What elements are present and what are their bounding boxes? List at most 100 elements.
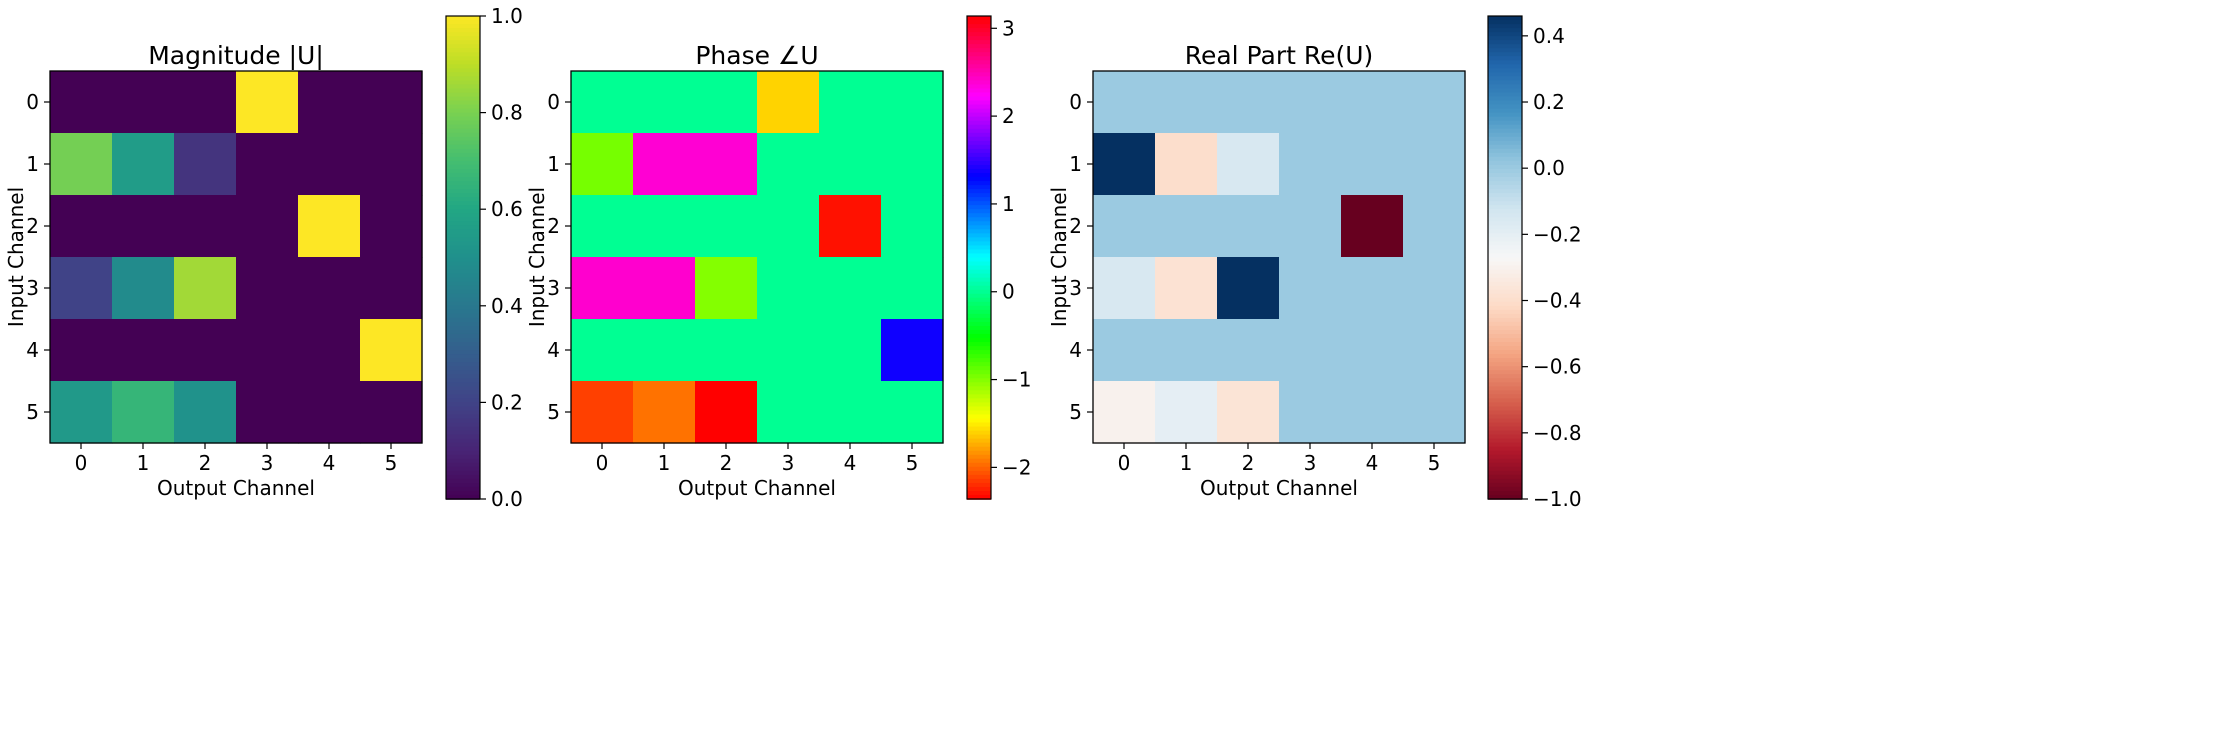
- colorbar-segment: [446, 390, 480, 396]
- colorbar-segment: [1488, 168, 1522, 174]
- colorbar-segment: [1488, 152, 1522, 158]
- colorbar-segment: [1488, 88, 1522, 94]
- colorbar-segment: [446, 24, 480, 29]
- colorbar-segment: [446, 245, 480, 251]
- heatmap-cell-r1-c1: [1155, 133, 1218, 196]
- colorbar-segment: [967, 136, 991, 142]
- heatmap-cell-r1-c4: [819, 133, 882, 196]
- colorbar-segment: [446, 213, 480, 219]
- colorbar-segment: [967, 140, 991, 146]
- colorbar-segment: [446, 237, 480, 243]
- heatmap-cell-r0-c5: [881, 71, 944, 134]
- heatmap-cell-r0-c0: [1093, 71, 1156, 134]
- colorbar-segment: [967, 28, 991, 33]
- colorbar-segment: [1488, 128, 1522, 134]
- colorbar-segment: [446, 217, 480, 223]
- colorbar-segment: [446, 333, 480, 339]
- colorbar-segment: [446, 342, 480, 347]
- colorbar-segment: [967, 80, 991, 86]
- colorbar-segment: [1488, 486, 1522, 492]
- colorbar-segment: [967, 418, 991, 424]
- heatmap-cell-r4-c3: [1279, 319, 1342, 382]
- colorbar-segment: [1488, 378, 1522, 384]
- colorbar-segment: [446, 410, 480, 416]
- colorbar-segment: [446, 32, 480, 37]
- colorbar-tick-label: 0.0: [1533, 156, 1565, 180]
- heatmap-cell-r0-c2: [174, 71, 237, 134]
- colorbar-segment: [1488, 189, 1522, 194]
- colorbar-segment: [1488, 44, 1522, 49]
- heatmap-cell-r3-c3: [757, 257, 820, 320]
- heatmap-cell-r3-c4: [819, 257, 882, 320]
- colorbar-tick-label: 0.0: [491, 487, 523, 511]
- colorbar-segment: [446, 249, 480, 255]
- heatmap-cells: [571, 71, 944, 444]
- colorbar-segment: [967, 406, 991, 412]
- colorbar-segment: [1488, 301, 1522, 307]
- colorbar-segment: [967, 132, 991, 138]
- colorbar-segment: [446, 68, 480, 74]
- colorbar-segment: [967, 92, 991, 98]
- heatmap-cell-r5-c2: [1217, 381, 1280, 444]
- colorbar-segment: [1488, 273, 1522, 279]
- colorbar-segment: [446, 164, 480, 170]
- heatmap-cell-r0-c1: [1155, 71, 1218, 134]
- colorbar-segment: [967, 164, 991, 170]
- colorbar-tick-label: 0.8: [491, 101, 523, 125]
- y-tick-label: 2: [26, 214, 39, 238]
- colorbar-segment: [967, 402, 991, 408]
- heatmap-cell-r2-c3: [757, 195, 820, 258]
- y-tick-label: 1: [547, 152, 560, 176]
- colorbar-segment: [967, 309, 991, 315]
- colorbar-segment: [1488, 148, 1522, 154]
- colorbar-segment: [446, 446, 480, 452]
- heatmap-cell-r1-c3: [236, 133, 299, 196]
- colorbar-segment: [446, 450, 480, 456]
- heatmap-cell-r1-c5: [360, 133, 423, 196]
- colorbar-segment: [1488, 245, 1522, 251]
- heatmap-cell-r4-c3: [757, 319, 820, 382]
- heatmap-cell-r3-c0: [1093, 257, 1156, 320]
- colorbar-segment: [446, 209, 480, 215]
- colorbar-segment: [967, 386, 991, 392]
- colorbar-segment: [1488, 478, 1522, 484]
- colorbar-frame: [445, 15, 481, 500]
- heatmap-cell-r5-c0: [571, 381, 634, 444]
- colorbar-segment: [1488, 48, 1522, 54]
- colorbar-segment: [1488, 132, 1522, 138]
- colorbar-segment: [1488, 338, 1522, 343]
- colorbar-segment: [446, 458, 480, 464]
- colorbar-segment: [967, 108, 991, 114]
- x-tick-label: 1: [1180, 451, 1193, 475]
- colorbar-segment: [1488, 164, 1522, 170]
- y-tick-label: 0: [547, 90, 560, 114]
- colorbar-segment: [967, 366, 991, 371]
- colorbar-segment: [1488, 32, 1522, 37]
- colorbar-segment: [1488, 253, 1522, 259]
- colorbar-segment: [1488, 120, 1522, 126]
- colorbar-segment: [446, 374, 480, 380]
- heatmap-cell-r2-c2: [1217, 195, 1280, 258]
- panel-title: Real Part Re(U): [1185, 41, 1374, 70]
- colorbar-segment: [1488, 124, 1522, 130]
- colorbar-segment: [967, 446, 991, 452]
- heatmap-cell-r5-c4: [298, 381, 361, 444]
- heatmap-cell-r1-c2: [1217, 133, 1280, 196]
- colorbar-tick-label: −0.4: [1533, 289, 1582, 313]
- colorbar-segment: [446, 28, 480, 33]
- heatmap-cell-r5-c2: [695, 381, 758, 444]
- colorbar-segment: [1488, 265, 1522, 271]
- colorbar-segment: [1488, 233, 1522, 239]
- heatmap-cell-r3-c1: [1155, 257, 1218, 320]
- colorbar-segment: [967, 32, 991, 37]
- colorbar-segment: [967, 261, 991, 267]
- colorbar-segment: [446, 104, 480, 110]
- colorbar-segment: [1488, 333, 1522, 339]
- colorbar-segment: [967, 342, 991, 347]
- colorbar-segment: [1488, 474, 1522, 480]
- colorbar-segment: [446, 482, 480, 488]
- heatmap-cell-r0-c1: [112, 71, 175, 134]
- colorbar-segment: [967, 152, 991, 158]
- colorbar-segment: [1488, 406, 1522, 412]
- heatmap-cell-r1-c0: [571, 133, 634, 196]
